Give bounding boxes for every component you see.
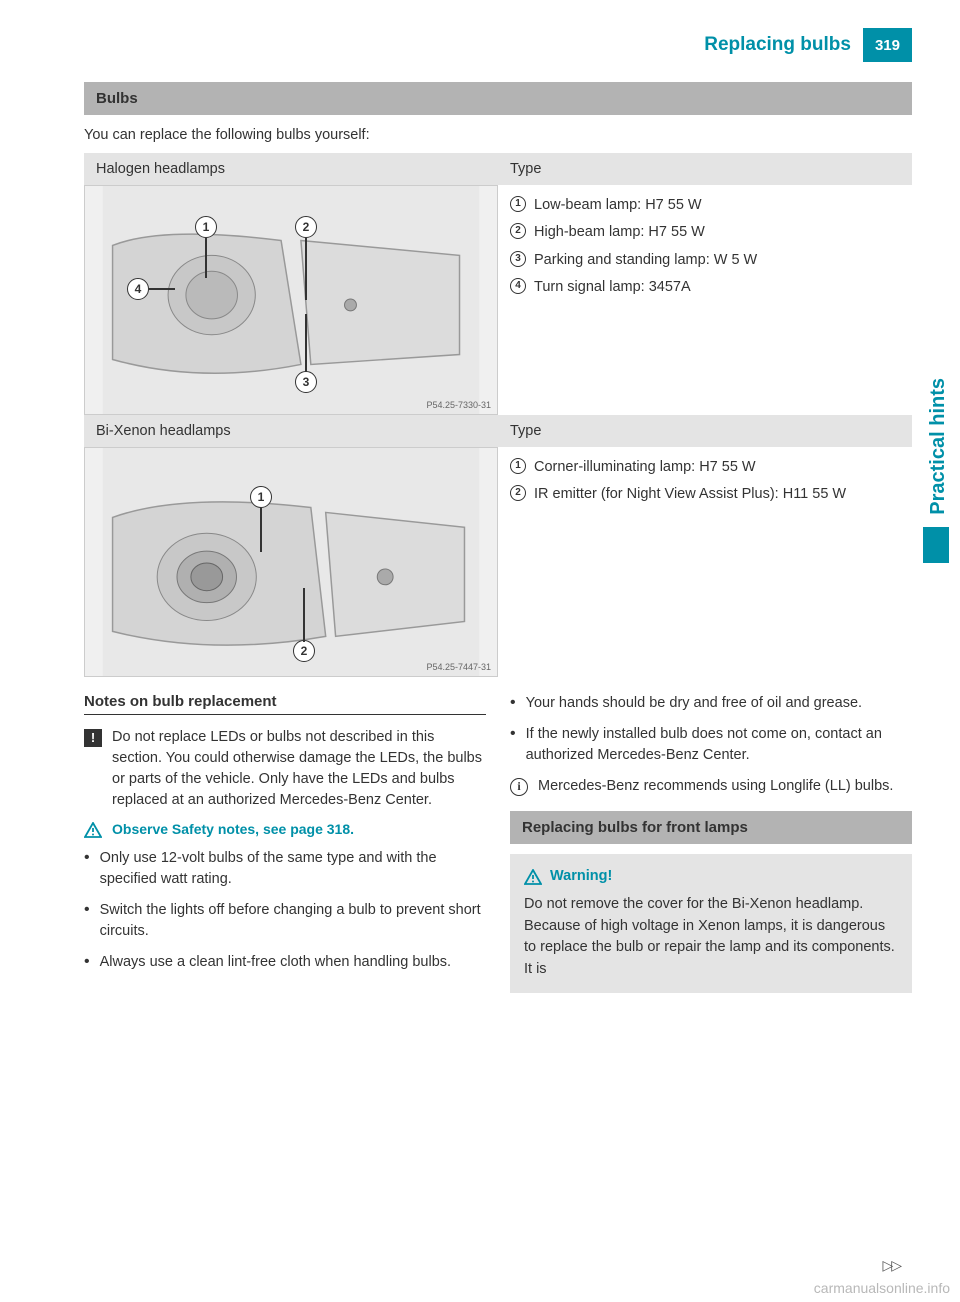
info-icon: i <box>510 778 528 796</box>
type-item: 4 Turn signal lamp: 3457A <box>510 277 900 297</box>
section-title-front: Replacing bulbs for front lamps <box>510 811 912 844</box>
callout-line <box>303 588 305 642</box>
caution-text: Do not replace LEDs or bulbs not describ… <box>112 727 486 811</box>
callout-1: 1 <box>195 216 217 238</box>
bullet-text: Only use 12-volt bulbs of the same type … <box>100 848 486 890</box>
side-tab-block <box>923 527 949 563</box>
marker-icon: 1 <box>510 458 526 474</box>
notes-title: Notes on bulb replacement <box>84 693 486 715</box>
marker-icon: 3 <box>510 251 526 267</box>
bullet-text: Switch the lights off before changing a … <box>100 900 486 942</box>
section-title-bulbs: Bulbs <box>84 82 912 115</box>
warning-triangle-icon <box>524 869 542 885</box>
callout-line <box>305 314 307 372</box>
diagram-label: P54.25-7330-31 <box>426 400 491 410</box>
marker-icon: 4 <box>510 278 526 294</box>
left-column: Notes on bulb replacement ! Do not repla… <box>84 693 486 993</box>
page-root: Replacing bulbs 319 Bulbs You can replac… <box>0 0 960 1041</box>
type-item: 2 High-beam lamp: H7 55 W <box>510 222 900 242</box>
bullet-item: Only use 12-volt bulbs of the same type … <box>84 848 486 890</box>
callout-2: 2 <box>295 216 317 238</box>
header-pageno: 319 <box>863 28 912 62</box>
warning-body-text: Do not remove the cover for the Bi-Xenon… <box>524 894 898 981</box>
bullet-text: If the newly installed bulb does not com… <box>526 724 912 766</box>
bullet-text: Always use a clean lint-free cloth when … <box>100 952 451 973</box>
callout-1: 1 <box>250 486 272 508</box>
callout-4: 4 <box>127 278 149 300</box>
caution-icon: ! <box>84 729 102 747</box>
safety-line: Observe Safety notes, see page 318. <box>84 821 486 838</box>
halogen-diagram: 1 2 3 4 P54.25-7330-31 <box>84 185 498 415</box>
caution-block: ! Do not replace LEDs or bulbs not descr… <box>84 727 486 811</box>
right-column: Your hands should be dry and free of oil… <box>510 693 912 993</box>
marker-icon: 2 <box>510 485 526 501</box>
callout-3: 3 <box>295 371 317 393</box>
type-item: 1 Low-beam lamp: H7 55 W <box>510 195 900 215</box>
type-text: IR emitter (for Night View Assist Plus):… <box>534 484 846 504</box>
safety-text: Observe Safety notes, see page 318. <box>112 821 354 837</box>
bixenon-type-header: Type <box>498 415 912 447</box>
watermark-text: carmanualsonline.info <box>814 1280 950 1296</box>
halogen-header: Halogen headlamps <box>84 153 498 185</box>
bullet-item: Your hands should be dry and free of oil… <box>510 693 912 714</box>
callout-line <box>205 238 207 278</box>
warning-head-text: Warning! <box>550 866 612 888</box>
type-item: 3 Parking and standing lamp: W 5 W <box>510 250 900 270</box>
type-text: Turn signal lamp: 3457A <box>534 277 691 297</box>
callout-line <box>260 508 262 552</box>
halogen-type-header: Type <box>498 153 912 185</box>
halogen-headlamp-svg <box>85 186 497 414</box>
bulb-table: Halogen headlamps Type 1 2 <box>84 153 912 677</box>
bullet-item: If the newly installed bulb does not com… <box>510 724 912 766</box>
type-text: Low-beam lamp: H7 55 W <box>534 195 702 215</box>
bixenon-diagram: 1 2 P54.25-7447-31 <box>84 447 498 677</box>
type-item: 2 IR emitter (for Night View Assist Plus)… <box>510 484 900 504</box>
bixenon-headlamp-svg <box>85 448 497 676</box>
marker-icon: 1 <box>510 196 526 212</box>
type-text: High-beam lamp: H7 55 W <box>534 222 705 242</box>
warning-box: Warning! Do not remove the cover for the… <box>510 854 912 993</box>
bullet-text: Your hands should be dry and free of oil… <box>526 693 862 714</box>
info-text: Mercedes-Benz recommends using Longlife … <box>538 776 893 797</box>
halogen-type-list: 1 Low-beam lamp: H7 55 W 2 High-beam lamp:… <box>498 185 912 320</box>
header-title: Replacing bulbs <box>692 28 863 62</box>
diagram-label: P54.25-7447-31 <box>426 662 491 672</box>
bixenon-type-list: 1 Corner-illuminating lamp: H7 55 W 2 IR e… <box>498 447 912 528</box>
bullet-item: Always use a clean lint-free cloth when … <box>84 952 486 973</box>
side-tab: Practical hints <box>923 370 954 563</box>
continue-arrow-icon: ▷▷ <box>882 1257 900 1274</box>
callout-line <box>305 238 307 300</box>
bixenon-header: Bi-Xenon headlamps <box>84 415 498 447</box>
side-tab-text: Practical hints <box>923 370 954 523</box>
page-header: Replacing bulbs 319 <box>84 28 912 62</box>
warning-triangle-icon <box>84 822 102 838</box>
type-item: 1 Corner-illuminating lamp: H7 55 W <box>510 457 900 477</box>
type-text: Corner-illuminating lamp: H7 55 W <box>534 457 756 477</box>
marker-icon: 2 <box>510 223 526 239</box>
callout-line <box>149 288 175 290</box>
warning-heading: Warning! <box>524 866 898 888</box>
intro-text: You can replace the following bulbs your… <box>84 127 912 143</box>
notes-columns: Notes on bulb replacement ! Do not repla… <box>84 693 912 993</box>
info-block: i Mercedes-Benz recommends using Longlif… <box>510 776 912 797</box>
type-text: Parking and standing lamp: W 5 W <box>534 250 757 270</box>
callout-2: 2 <box>293 640 315 662</box>
bullet-item: Switch the lights off before changing a … <box>84 900 486 942</box>
